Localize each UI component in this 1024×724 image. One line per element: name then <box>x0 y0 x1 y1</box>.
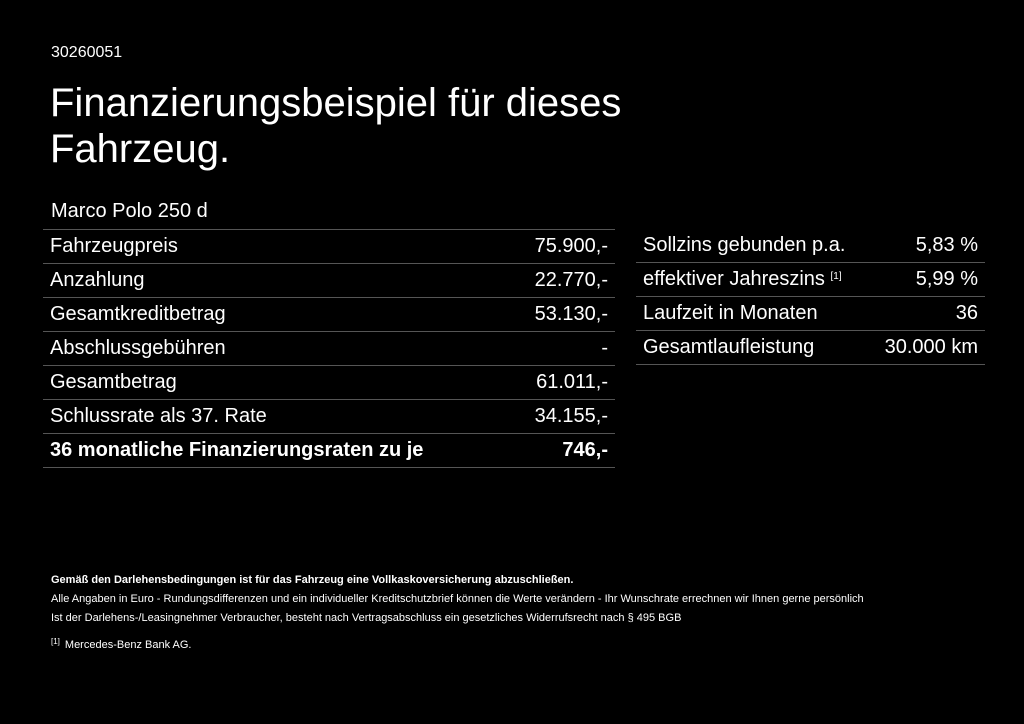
financing-table: Fahrzeugpreis 75.900,- Anzahlung 22.770,- … <box>43 229 615 468</box>
row-label: 36 monatliche Finanzierungsraten zu je <box>43 433 510 468</box>
model-name: Marco Polo 250 d <box>51 200 208 222</box>
footnote: [1] Mercedes-Benz Bank AG. <box>51 637 192 651</box>
row-value: 53.130,- <box>509 297 615 332</box>
page-title: Finanzierungsbeispiel für dieses Fahrzeu… <box>50 81 622 171</box>
row-label: Abschlussgebühren <box>43 331 510 366</box>
legal-notes: Gemäß den Darlehensbedingungen ist für d… <box>51 571 864 655</box>
row-value: 5,83 % <box>869 229 985 263</box>
row-value: 30.000 km <box>869 330 985 365</box>
table-row: Schlussrate als 37. Rate 34.155,- <box>43 399 615 434</box>
row-label: Anzahlung <box>43 263 510 298</box>
row-value: 746,- <box>509 433 615 468</box>
row-value: 75.900,- <box>509 229 615 264</box>
row-label: Gesamtlaufleistung <box>636 330 870 365</box>
table-row: Laufzeit in Monaten 36 <box>636 296 985 331</box>
table-row: Gesamtkreditbetrag 53.130,- <box>43 297 615 332</box>
table-row: Gesamtbetrag 61.011,- <box>43 365 615 400</box>
row-value: 5,99 % <box>869 262 985 297</box>
row-value: 34.155,- <box>509 399 615 434</box>
row-label: Sollzins gebunden p.a. <box>636 229 870 263</box>
row-value: - <box>509 331 615 366</box>
row-label: Fahrzeugpreis <box>43 229 510 264</box>
row-value: 36 <box>869 296 985 331</box>
row-label: Schlussrate als 37. Rate <box>43 399 510 434</box>
insurance-note: Gemäß den Darlehensbedingungen ist für d… <box>51 574 574 586</box>
table-row: Gesamtlaufleistung 30.000 km <box>636 330 985 365</box>
row-label: Gesamtkreditbetrag <box>43 297 510 332</box>
rounding-note: Alle Angaben in Euro - Rundungsdifferenz… <box>51 593 864 605</box>
row-label: effektiver Jahreszins [1] <box>636 262 870 297</box>
monthly-rate-row: 36 monatliche Finanzierungsraten zu je 74… <box>43 433 615 468</box>
row-value: 61.011,- <box>509 365 615 400</box>
vehicle-code: 30260051 <box>51 44 123 61</box>
footnote-ref: [1] <box>830 271 842 282</box>
interest-table: Sollzins gebunden p.a. 5,83 % effektiver … <box>636 229 985 365</box>
table-row: Sollzins gebunden p.a. 5,83 % <box>636 229 985 263</box>
table-row: effektiver Jahreszins [1] 5,99 % <box>636 262 985 297</box>
table-row: Abschlussgebühren - <box>43 331 615 366</box>
row-label: Gesamtbetrag <box>43 365 510 400</box>
table-row: Fahrzeugpreis 75.900,- <box>43 229 615 264</box>
withdrawal-note: Ist der Darlehens-/Leasingnehmer Verbrau… <box>51 612 682 624</box>
row-value: 22.770,- <box>509 263 615 298</box>
table-row: Anzahlung 22.770,- <box>43 263 615 298</box>
row-label: Laufzeit in Monaten <box>636 296 870 331</box>
